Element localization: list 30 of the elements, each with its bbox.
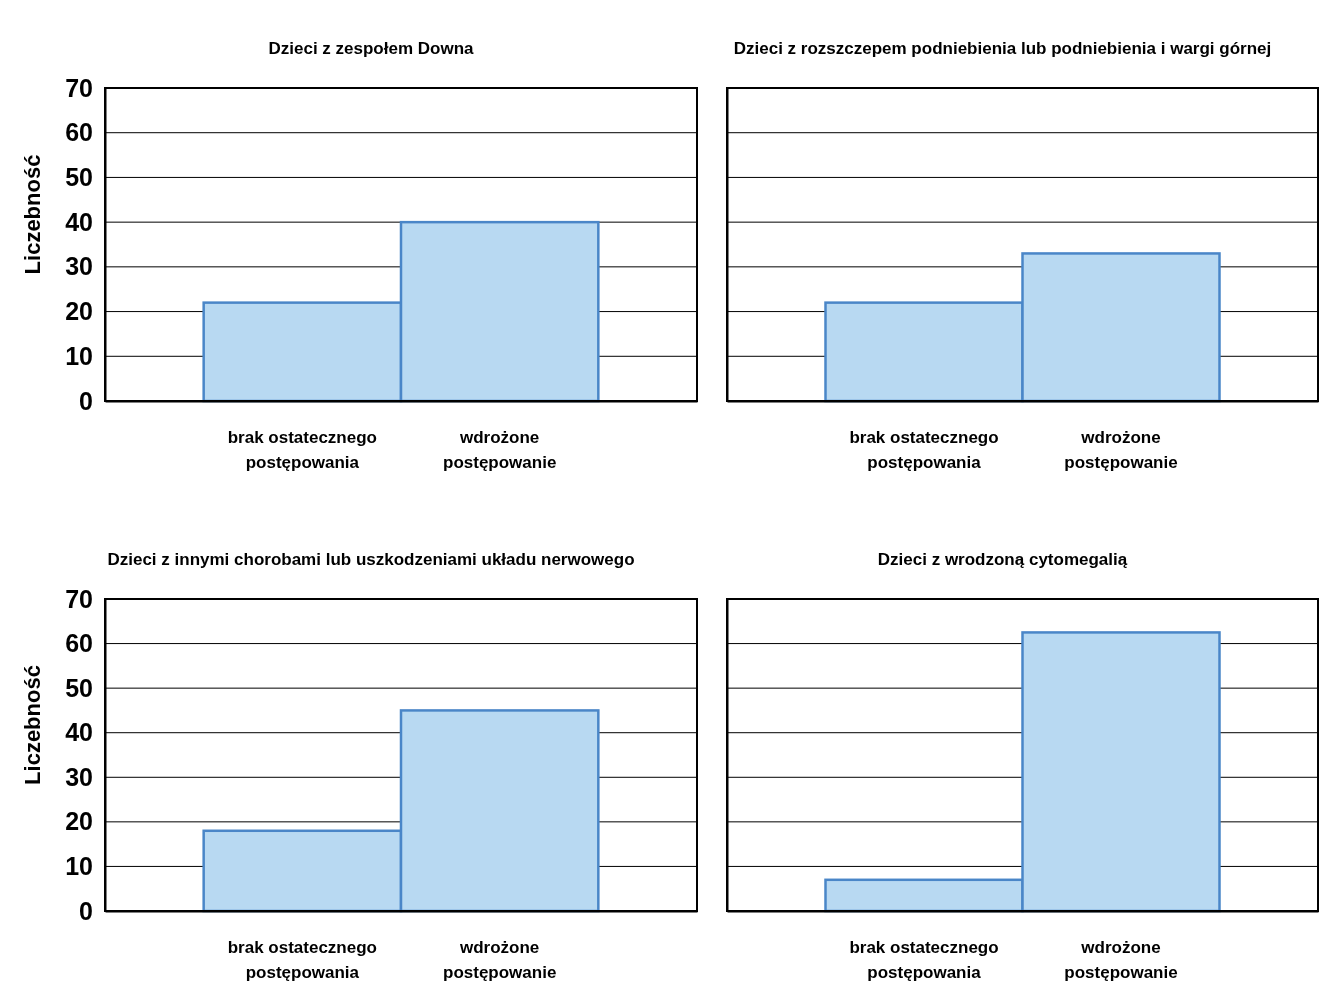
y-tick-label: 10 bbox=[65, 341, 93, 370]
y-tick-label: 0 bbox=[79, 386, 93, 415]
chart-title: Dzieci z innymi chorobami lub uszkodzeniami układu nerwowego bbox=[107, 550, 635, 569]
y-tick-label: 10 bbox=[65, 851, 93, 880]
y-tick-label: 30 bbox=[65, 252, 93, 281]
x-tick-label: brak ostatecznego postępowania bbox=[849, 428, 999, 472]
chart-title: Dzieci z zespołem Downa bbox=[268, 39, 475, 58]
y-tick-label: 70 bbox=[65, 584, 93, 613]
y-tick-label: 30 bbox=[65, 762, 93, 791]
y-axis-title: Liczebność bbox=[20, 665, 45, 785]
x-tick-label: wdrożone postępowanie bbox=[442, 938, 557, 982]
x-tick-label: wdrożone postępowanie bbox=[1064, 938, 1178, 982]
y-tick-label: 50 bbox=[65, 162, 93, 191]
x-tick-label: brak ostatecznego postępowania bbox=[227, 938, 377, 982]
y-axis-title: Liczebność bbox=[20, 154, 45, 275]
x-tick-label: wdrożone postępowanie bbox=[442, 428, 557, 472]
y-tick-label: 40 bbox=[65, 718, 93, 747]
x-tick-label: brak ostatecznego postępowania bbox=[849, 938, 999, 982]
y-tick-label: 0 bbox=[79, 896, 93, 925]
y-tick-label: 60 bbox=[65, 118, 93, 147]
y-tick-label: 40 bbox=[65, 207, 93, 236]
y-tick-label: 50 bbox=[65, 673, 93, 702]
x-tick-label: brak ostatecznego postępowania bbox=[227, 428, 377, 472]
y-tick-label: 70 bbox=[65, 73, 93, 102]
chart-title: Dzieci z wrodzoną cytomegalią bbox=[877, 550, 1128, 569]
x-tick-label: wdrożone postępowanie bbox=[1064, 428, 1178, 472]
chart-title: Dzieci z rozszczepem podniebienia lub podniebienia i wargi górnej bbox=[733, 39, 1272, 58]
y-tick-label: 20 bbox=[65, 807, 93, 836]
y-tick-label: 60 bbox=[65, 629, 93, 658]
y-tick-label: 20 bbox=[65, 297, 93, 326]
